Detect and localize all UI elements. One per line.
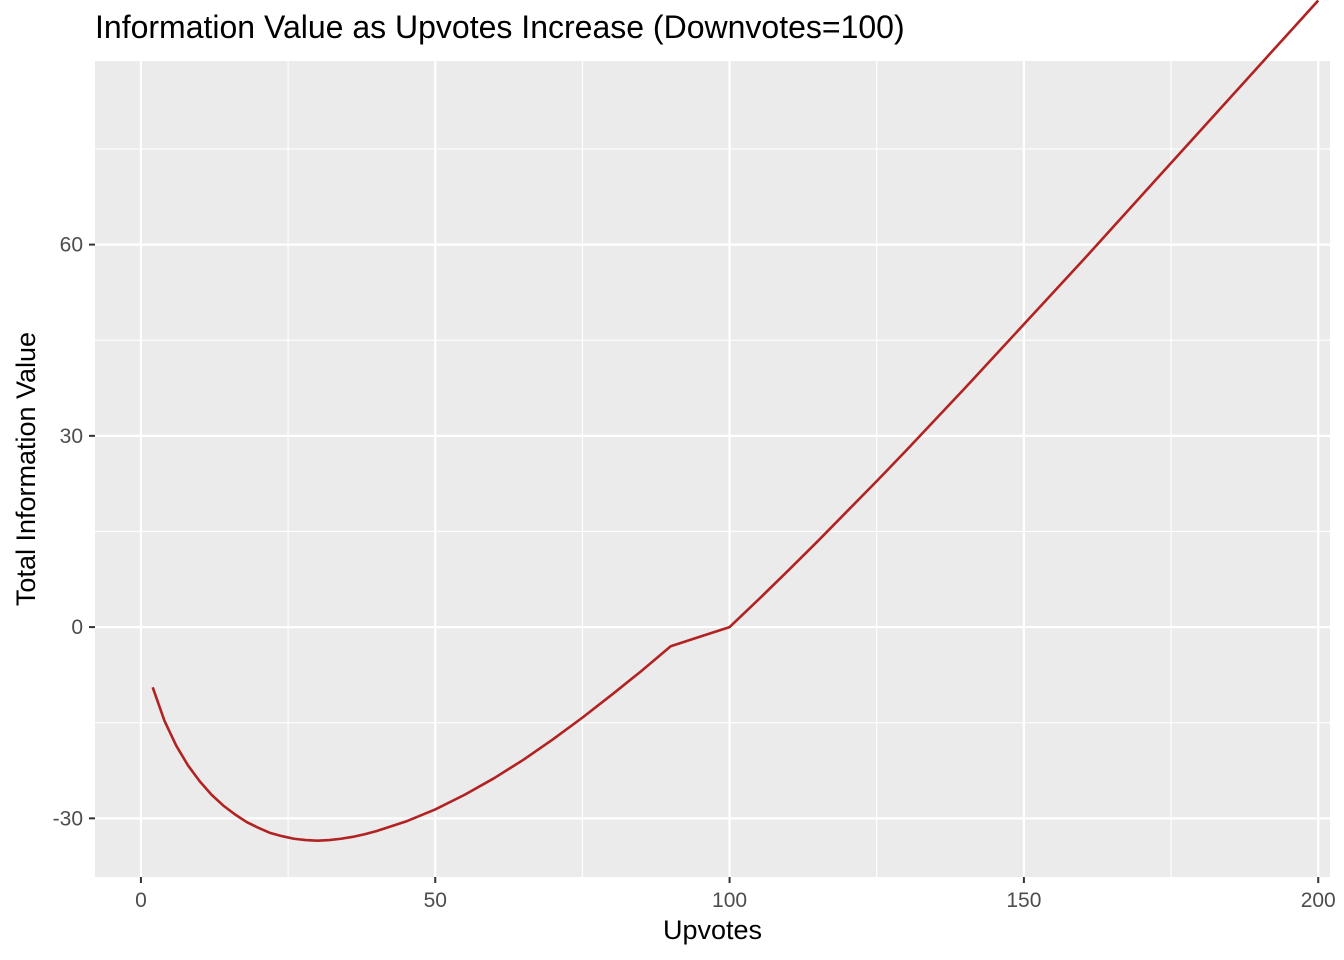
series-layer	[151, 0, 1320, 842]
x-tick-label: 100	[712, 889, 747, 912]
x-axis-title: Upvotes	[663, 915, 762, 945]
y-tick-label: 60	[60, 234, 83, 257]
x-tick-label: 50	[424, 889, 447, 912]
chart-title: Information Value as Upvotes Increase (D…	[95, 9, 905, 45]
y-axis-title: Total Information Value	[11, 332, 41, 606]
x-tick-label: 200	[1301, 889, 1336, 912]
y-tick-label: 0	[71, 616, 83, 639]
series-line-0	[151, 0, 1320, 842]
x-axis: 0 50 100 150 200	[135, 877, 1336, 912]
plot-panel	[95, 61, 1330, 877]
grid-major	[95, 61, 1330, 877]
y-axis: -30 0 30 60	[53, 234, 95, 830]
grid-minor	[95, 61, 1330, 877]
y-tick-label: 30	[60, 425, 83, 448]
y-tick-label: -30	[53, 807, 83, 830]
x-tick-label: 150	[1006, 889, 1041, 912]
x-tick-label: 0	[135, 889, 147, 912]
